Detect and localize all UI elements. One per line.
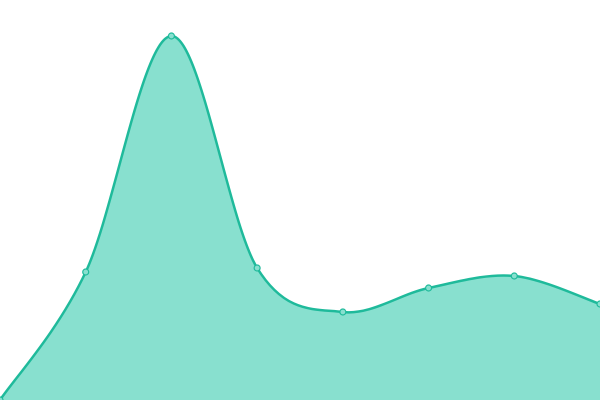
data-point [510, 272, 518, 280]
data-point [82, 268, 90, 276]
data-point [167, 32, 176, 40]
data-point [339, 308, 347, 316]
area-line [0, 34, 600, 400]
data-point [253, 264, 261, 272]
data-point [596, 300, 600, 308]
data-point [424, 284, 433, 292]
data-point [0, 396, 4, 400]
area-fill [0, 35, 600, 400]
